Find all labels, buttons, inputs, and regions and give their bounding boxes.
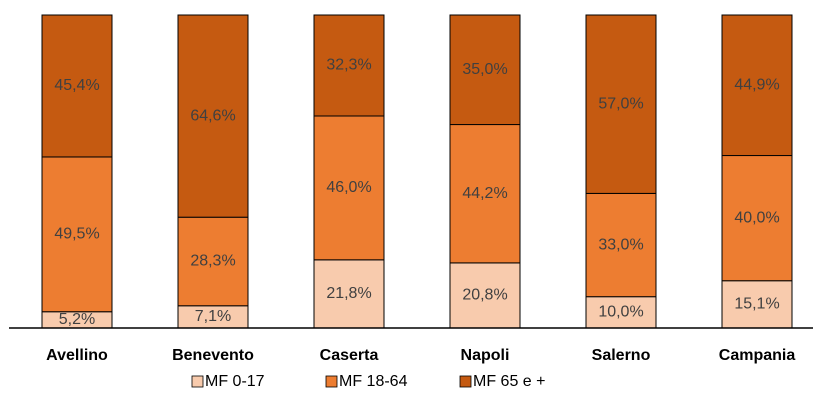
data-label: 40,0%: [734, 209, 779, 226]
x-tick-label: Salerno: [592, 347, 651, 364]
bar-segment: [177, 216, 249, 307]
data-label: 28,3%: [190, 253, 235, 270]
bar-segment: [449, 262, 521, 329]
bar-segment: [585, 192, 657, 298]
data-label: 49,5%: [54, 226, 99, 243]
legend-label: MF 18-64: [339, 373, 408, 390]
bar-segment: [313, 115, 385, 261]
x-tick-label: Avellino: [46, 347, 108, 364]
data-label: 21,8%: [326, 285, 371, 302]
data-label: 20,8%: [462, 287, 507, 304]
legend-label: MF 65 e +: [473, 373, 545, 390]
x-tick-label: Campania: [719, 347, 796, 364]
data-label: 46,0%: [326, 179, 371, 196]
bar-segment: [721, 155, 793, 282]
data-label: 44,9%: [734, 76, 779, 93]
bar-segment: [449, 14, 521, 126]
bar-segment: [41, 156, 113, 313]
data-label: 64,6%: [190, 107, 235, 124]
data-label: 15,1%: [734, 296, 779, 313]
legend-swatch: [459, 375, 472, 388]
bar-segment: [585, 296, 657, 329]
bar-segment: [585, 14, 657, 194]
bar-segment: [177, 14, 249, 218]
bar-segment: [721, 280, 793, 329]
bar-segment: [313, 259, 385, 329]
bar-segment: [41, 14, 113, 158]
data-label: 33,0%: [598, 236, 643, 253]
x-tick-label: Napoli: [461, 347, 510, 364]
bar-segment: [313, 14, 385, 117]
data-label: 45,4%: [54, 77, 99, 94]
data-label: 44,2%: [462, 185, 507, 202]
bar-segment: [449, 124, 521, 264]
legend-label: MF 0-17: [205, 373, 265, 390]
x-tick-label: Benevento: [172, 347, 254, 364]
bar-segment: [721, 14, 793, 157]
data-label: 10,0%: [598, 304, 643, 321]
legend-swatch: [325, 375, 338, 388]
data-label: 7,1%: [195, 308, 231, 325]
data-label: 57,0%: [598, 95, 643, 112]
data-label: 35,0%: [462, 61, 507, 78]
legend-swatch: [191, 375, 204, 388]
data-label: 5,2%: [59, 311, 95, 328]
x-tick-label: Caserta: [320, 347, 379, 364]
data-label: 32,3%: [326, 57, 371, 74]
